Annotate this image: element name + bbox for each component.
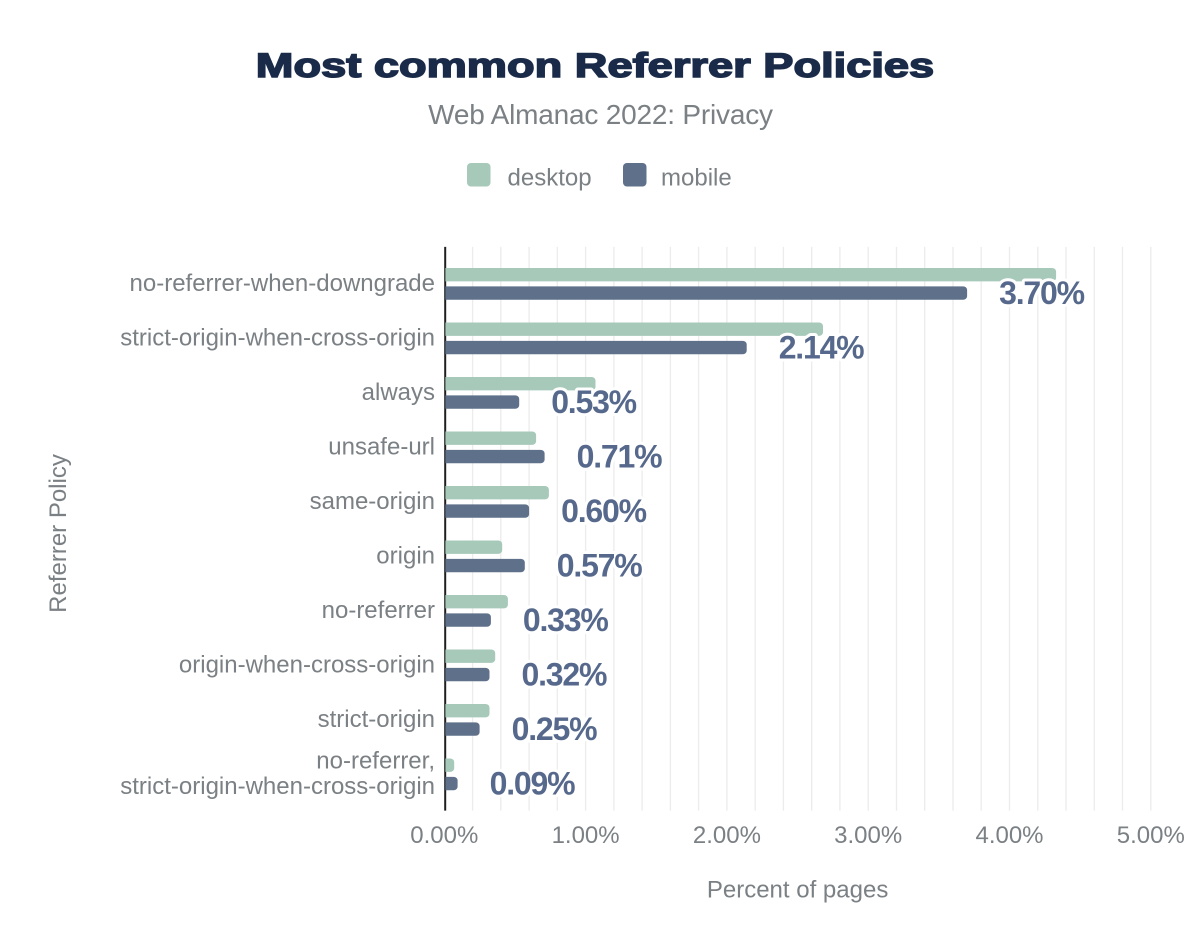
svg-text:always: always [362,379,435,406]
svg-text:no-referrer: no-referrer [322,597,435,624]
svg-text:Most common Referrer Policies: Most common Referrer Policies [256,47,934,84]
svg-text:strict-origin: strict-origin [318,706,435,733]
svg-text:0.60%: 0.60% [561,493,646,529]
svg-text:3.70%: 3.70% [999,275,1084,311]
svg-text:origin-when-cross-origin: origin-when-cross-origin [179,651,435,678]
svg-text:Web Almanac 2022: Privacy: Web Almanac 2022: Privacy [428,99,773,130]
svg-text:no-referrer-when-downgrade: no-referrer-when-downgrade [130,270,435,297]
svg-text:mobile: mobile [661,165,732,192]
svg-text:unsafe-url: unsafe-url [328,433,435,460]
svg-text:0.25%: 0.25% [512,711,597,747]
svg-text:0.53%: 0.53% [551,384,636,420]
svg-text:desktop: desktop [508,165,592,192]
svg-text:origin: origin [376,542,435,569]
svg-text:Percent of pages: Percent of pages [707,877,888,904]
svg-text:5.00%: 5.00% [1117,822,1185,849]
svg-text:no-referrer,: no-referrer, [316,748,435,775]
svg-text:strict-origin-when-cross-origi: strict-origin-when-cross-origin [120,324,435,351]
svg-text:0.09%: 0.09% [490,766,575,802]
svg-text:0.32%: 0.32% [522,657,607,693]
svg-text:3.00%: 3.00% [834,822,902,849]
svg-text:4.00%: 4.00% [975,822,1043,849]
svg-text:2.00%: 2.00% [693,822,761,849]
svg-text:Referrer Policy: Referrer Policy [45,454,72,613]
svg-text:0.71%: 0.71% [577,439,662,475]
svg-text:0.00%: 0.00% [410,822,478,849]
svg-text:1.00%: 1.00% [552,822,620,849]
svg-text:same-origin: same-origin [310,488,435,515]
svg-text:2.14%: 2.14% [779,330,864,366]
svg-text:strict-origin-when-cross-origi: strict-origin-when-cross-origin [120,773,435,800]
svg-text:0.57%: 0.57% [557,548,642,584]
svg-text:0.33%: 0.33% [523,602,608,638]
